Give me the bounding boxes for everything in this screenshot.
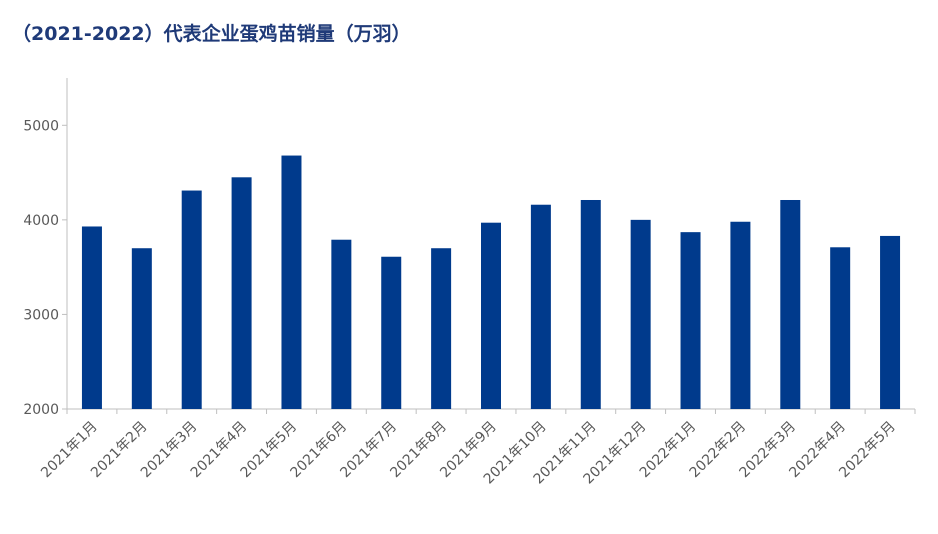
bar <box>680 232 701 409</box>
bar <box>530 204 551 409</box>
bar <box>381 256 402 409</box>
bar <box>431 248 452 409</box>
bar <box>481 222 501 409</box>
bar <box>281 155 302 409</box>
bar <box>231 177 252 409</box>
bar <box>131 248 152 409</box>
bar <box>580 199 601 409</box>
bar <box>630 219 651 409</box>
y-tick-label: 5000 <box>23 118 59 134</box>
y-tick-label: 2000 <box>23 402 59 418</box>
bar <box>331 239 352 409</box>
bar <box>830 247 851 409</box>
bar <box>730 221 751 409</box>
chart-title: （2021-2022）代表企业蛋鸡苗销量（万羽） <box>12 22 411 45</box>
bar <box>780 199 801 409</box>
bar <box>880 235 901 409</box>
bar <box>81 226 102 409</box>
y-tick-label: 4000 <box>23 213 59 229</box>
bar <box>181 190 202 409</box>
y-tick-label: 3000 <box>23 307 59 323</box>
